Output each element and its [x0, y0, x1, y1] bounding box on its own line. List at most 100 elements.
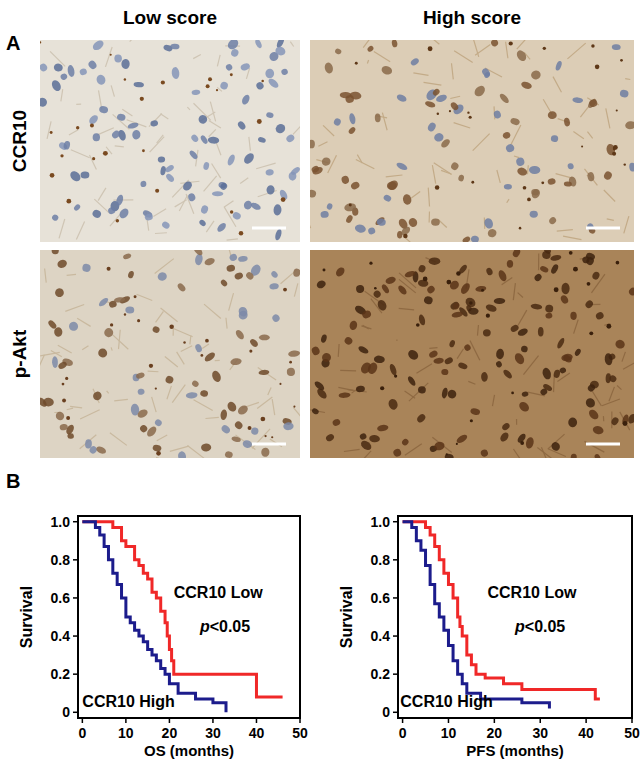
nucleus	[191, 89, 200, 95]
nucleus	[255, 81, 265, 91]
nucleus	[468, 308, 479, 315]
fiber	[432, 165, 435, 184]
nucleus	[332, 418, 342, 427]
nucleus	[290, 166, 300, 177]
nucleus	[433, 357, 444, 364]
speck	[456, 271, 461, 276]
speck	[124, 313, 126, 315]
nucleus	[555, 60, 563, 71]
nucleus	[511, 250, 521, 258]
nucleus	[52, 250, 59, 254]
nucleus	[356, 285, 365, 294]
fiber	[623, 359, 634, 370]
fiber	[67, 274, 76, 276]
nucleus	[242, 439, 253, 449]
nucleus	[139, 424, 149, 434]
nucleus	[433, 441, 445, 452]
nucleus	[212, 191, 223, 196]
nucleus	[68, 321, 80, 333]
fiber	[625, 78, 630, 80]
fiber	[538, 254, 539, 271]
fiber	[155, 259, 174, 274]
fiber	[58, 345, 72, 353]
nucleus	[68, 169, 82, 183]
speck	[92, 157, 95, 160]
nucleus	[433, 132, 445, 143]
fiber	[470, 341, 480, 361]
nucleus	[391, 40, 398, 48]
fiber	[272, 399, 275, 415]
fiber	[584, 169, 597, 186]
nucleus	[493, 110, 502, 120]
fiber	[165, 356, 178, 366]
speck	[249, 350, 252, 353]
nucleus	[444, 356, 454, 365]
scale-bar	[586, 443, 620, 446]
nucleus	[490, 40, 499, 48]
nucleus	[91, 40, 105, 52]
speck	[142, 149, 145, 152]
nucleus	[269, 283, 279, 290]
fiber	[224, 201, 234, 207]
fiber	[356, 160, 374, 169]
nucleus	[369, 435, 380, 443]
fiber	[513, 283, 515, 300]
nucleus	[404, 270, 416, 279]
nucleus	[157, 271, 168, 282]
speck	[486, 314, 490, 318]
speck	[349, 203, 352, 206]
fiber	[474, 40, 479, 57]
speck	[624, 163, 626, 165]
y-tick-label: 0.4	[51, 628, 71, 644]
speck	[449, 110, 451, 112]
fiber	[173, 329, 174, 336]
fiber	[454, 123, 471, 128]
nucleus	[125, 306, 134, 313]
nucleus	[530, 211, 538, 218]
nucleus	[470, 235, 479, 242]
speck	[169, 325, 174, 330]
fiber	[215, 360, 220, 361]
speck	[573, 267, 578, 272]
speck	[124, 78, 126, 80]
nucleus	[502, 131, 511, 139]
nucleus	[164, 164, 175, 174]
micrograph-bg	[40, 250, 300, 458]
fiber	[405, 391, 415, 398]
fiber	[523, 356, 538, 375]
speck	[239, 231, 244, 236]
nucleus	[320, 334, 327, 344]
nucleus	[593, 453, 601, 458]
nucleus	[495, 360, 503, 368]
nucleus	[333, 117, 342, 126]
fiber	[290, 42, 293, 47]
fiber	[181, 346, 192, 352]
nucleus	[53, 63, 64, 73]
speck	[283, 288, 287, 292]
nucleus	[473, 84, 487, 99]
y-tick-label: 1.0	[371, 514, 391, 530]
panel-label: B	[6, 470, 20, 492]
fiber	[65, 304, 84, 311]
row-label: CCR10	[9, 110, 30, 172]
nucleus	[57, 360, 68, 370]
speck	[527, 198, 531, 202]
nucleus	[234, 329, 245, 341]
nucleus	[584, 396, 597, 409]
nucleus	[406, 348, 420, 362]
nucleus	[220, 424, 231, 435]
nucleus	[376, 218, 386, 227]
speck	[116, 219, 119, 222]
nucleus	[533, 273, 543, 283]
nucleus	[211, 369, 223, 383]
nucleus	[432, 88, 441, 97]
speck	[467, 111, 469, 113]
speck	[261, 417, 266, 422]
panel-label: A	[6, 32, 20, 54]
speck	[205, 339, 209, 343]
nucleus	[481, 67, 492, 78]
speck	[613, 145, 618, 150]
fiber	[249, 137, 251, 151]
x-axis-title: OS (months)	[144, 742, 234, 759]
plot-area	[403, 522, 600, 709]
